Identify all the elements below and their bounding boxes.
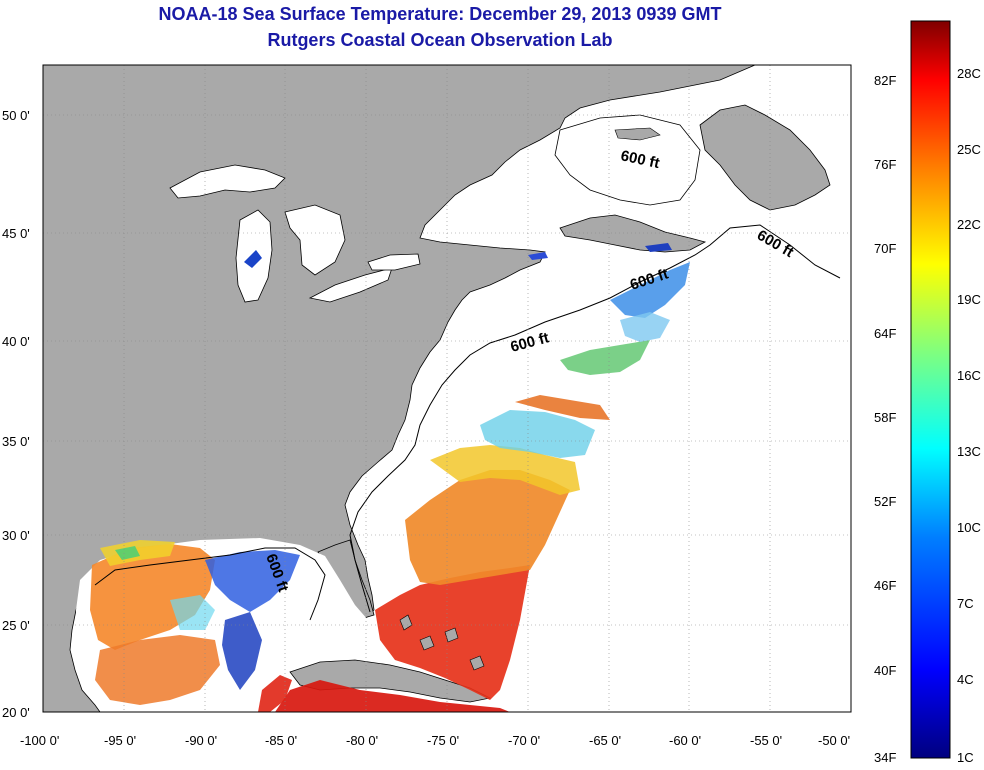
anticosti-island xyxy=(614,127,661,141)
gulf-sst-blue-2 xyxy=(222,612,262,690)
cb-label-4c: 4C xyxy=(957,672,974,687)
colorbar-celsius-labels: 28C 25C 22C 19C 16C 13C 10C 7C 4C 1C xyxy=(957,66,981,765)
lake-michigan-sst xyxy=(244,250,262,268)
cb-label-28c: 28C xyxy=(957,66,981,81)
isobath-atlantic xyxy=(349,224,841,613)
lon-label-50: -50 0' xyxy=(818,733,850,748)
caribbean-sst-red xyxy=(275,680,510,712)
lon-label-75: -75 0' xyxy=(427,733,459,748)
map-frame xyxy=(42,64,852,713)
colorbar xyxy=(910,20,951,759)
atlantic-sst-swath-green xyxy=(560,340,650,375)
lake-ontario xyxy=(367,253,421,271)
cb-label-1c: 1C xyxy=(957,750,974,765)
gulf-maine-sst-blue xyxy=(645,243,672,252)
lon-label-100: -100 0' xyxy=(20,733,59,748)
atlantic-sst-swath-orange xyxy=(405,470,570,585)
cb-label-46f: 46F xyxy=(874,578,896,593)
atlantic-sst-swath-orange-2 xyxy=(515,395,610,420)
lon-label-80: -80 0' xyxy=(346,733,378,748)
newfoundland-land xyxy=(699,104,831,211)
lon-label-60: -60 0' xyxy=(669,733,701,748)
atlantic-sst-swath-lightblue xyxy=(620,312,670,342)
atlantic-sst-swath-yellow xyxy=(430,445,580,495)
maritimes-land xyxy=(559,214,707,253)
cb-label-16c: 16C xyxy=(957,368,981,383)
cb-label-7c: 7C xyxy=(957,596,974,611)
atlantic-sst-swath-blue xyxy=(610,262,690,318)
cb-label-82f: 82F xyxy=(874,73,896,88)
cb-label-70f: 70F xyxy=(874,241,896,256)
gulf-sst-orange-2 xyxy=(95,635,220,705)
lon-label-55: -55 0' xyxy=(750,733,782,748)
latitude-labels: 50 0' 45 0' 40 0' 35 0' 30 0' 25 0' 20 0… xyxy=(2,108,30,720)
lat-label-25: 25 0' xyxy=(2,618,30,633)
longitude-labels: -100 0' -95 0' -90 0' -85 0' -80 0' -75 … xyxy=(20,733,850,748)
cb-label-52f: 52F xyxy=(874,494,896,509)
lat-label-50: 50 0' xyxy=(2,108,30,123)
gulf-sst-orange xyxy=(90,544,215,650)
lon-label-90: -90 0' xyxy=(185,733,217,748)
lat-label-40: 40 0' xyxy=(2,334,30,349)
yucatan-channel-sst xyxy=(258,675,292,712)
cb-label-40f: 40F xyxy=(874,663,896,678)
lat-label-20: 20 0' xyxy=(2,705,30,720)
colorbar-fahrenheit-labels: 82F 76F 70F 64F 58F 52F 46F 40F 34F xyxy=(874,73,896,765)
isobath-gulf xyxy=(94,547,326,621)
cb-label-76f: 76F xyxy=(874,157,896,172)
cb-label-64f: 64F xyxy=(874,326,896,341)
cb-label-34f: 34F xyxy=(874,750,896,765)
lake-huron xyxy=(284,204,346,276)
lake-erie xyxy=(308,267,393,303)
cb-label-10c: 10C xyxy=(957,520,981,535)
atlantic-sst-swath-cyan xyxy=(480,410,595,458)
gulf-sst-blue xyxy=(205,550,300,612)
lake-superior xyxy=(169,164,286,199)
lat-label-30: 30 0' xyxy=(2,528,30,543)
map-subtitle: Rutgers Coastal Ocean Observation Lab xyxy=(267,30,613,50)
lon-label-65: -65 0' xyxy=(589,733,621,748)
lon-label-70: -70 0' xyxy=(508,733,540,748)
lat-label-45: 45 0' xyxy=(2,226,30,241)
lat-label-35: 35 0' xyxy=(2,434,30,449)
cb-label-13c: 13C xyxy=(957,444,981,459)
lon-label-95: -95 0' xyxy=(104,733,136,748)
nova-scotia-sst-blue xyxy=(528,252,548,260)
cb-label-22c: 22C xyxy=(957,217,981,232)
gulf-sst-cyan xyxy=(170,595,215,630)
cb-label-58f: 58F xyxy=(874,410,896,425)
map-title: NOAA-18 Sea Surface Temperature: Decembe… xyxy=(158,4,722,24)
gulf-sst-green xyxy=(115,546,140,560)
cb-label-19c: 19C xyxy=(957,292,981,307)
graticule xyxy=(43,65,851,712)
cb-label-25c: 25C xyxy=(957,142,981,157)
lon-label-85: -85 0' xyxy=(265,733,297,748)
